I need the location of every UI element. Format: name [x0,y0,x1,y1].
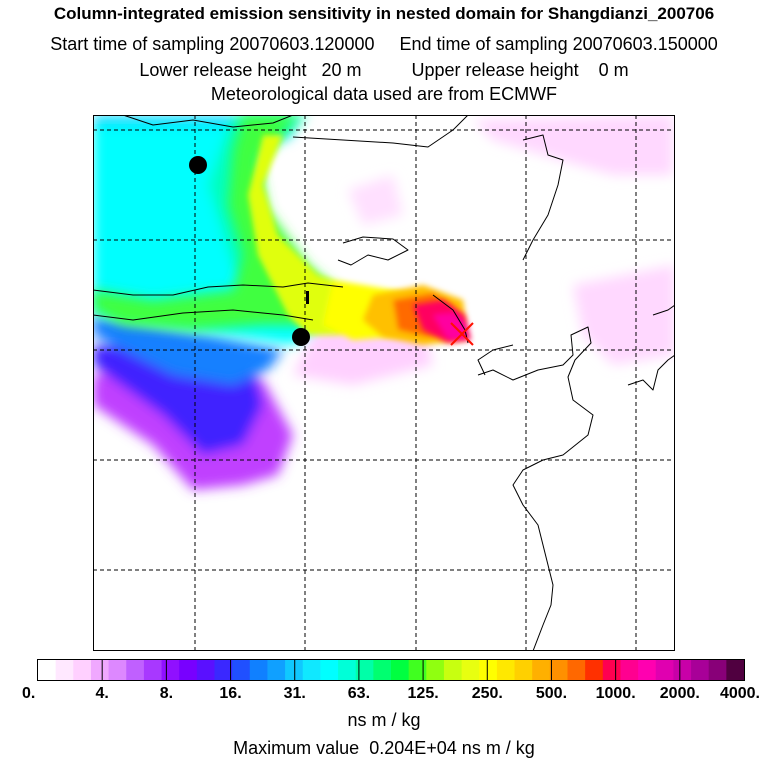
colorbar-swatch [232,660,251,680]
lat-lon-grid [93,115,675,651]
sampling-time-line: Start time of sampling 20070603.120000 E… [0,34,768,55]
colorbar-swatch [338,660,357,680]
colorbar-label: 31. [284,685,306,702]
colorbar-label: 8. [160,685,173,702]
colorbar-swatch [391,660,410,680]
colorbar-swatch [355,660,374,680]
start-label: Start time of sampling [50,34,225,54]
colorbar-swatch [585,660,604,680]
colorbar-swatch [108,660,127,680]
colorbar-swatches [38,660,745,680]
sensitivity-map [93,115,675,651]
colorbar-swatch [73,660,92,680]
colorbar-swatch [214,660,233,680]
colorbar-swatch [408,660,427,680]
colorbar-swatch [461,660,480,680]
colorbar-label: 2000. [660,685,700,702]
colorbar-label: 0. [22,685,35,702]
colorbar-swatch [602,660,622,680]
colorbar-labels: 0. 4. 8. 16. 31. 63. 125. 250. 500. 1000. 2000. 400… [22,685,760,702]
end-label: End time of sampling [399,34,568,54]
colorbar-units: ns m / kg [347,710,421,730]
colorbar-swatch [726,660,745,680]
release-site-x-icon [450,322,474,346]
colorbar-swatch [620,660,639,680]
colorbar-swatch [179,660,198,680]
colorbar-swatch [549,660,569,680]
colorbar-frame [37,659,745,681]
max-value: 0.204E+04 ns m / kg [369,738,535,758]
colorbar-swatch [90,660,110,680]
lower-label: Lower release height [139,60,307,80]
city-marker-south [292,328,310,346]
site-tick-mark [306,291,309,304]
upper-value: 0 m [598,60,629,80]
colorbar-label: 16. [219,685,241,702]
colorbar-swatch [302,660,321,680]
map-frame [93,115,675,651]
start-value: 20070603.120000 [229,34,375,54]
colorbar-swatch [655,660,674,680]
coastlines [93,115,675,651]
colorbar-swatch [38,660,57,680]
end-value: 20070603.150000 [572,34,718,54]
colorbar-swatch [532,660,551,680]
colorbar-swatch [479,660,498,680]
maximum-value-line: Maximum value 0.204E+04 ns m / kg [0,738,768,759]
colorbar-swatch [691,660,710,680]
colorbar-swatch [285,660,304,680]
release-height-line: Lower release height 20 m Upper release … [0,60,768,81]
colorbar-label: 4. [96,685,109,702]
colorbar-label: 63. [348,685,370,702]
colorbar-swatch [126,660,145,680]
colorbar-swatch [320,660,339,680]
colorbar-swatch [638,660,657,680]
met-data-line: Meteorological data used are from ECMWF [210,84,558,104]
lower-value: 20 m [321,60,362,80]
colorbar-label: 250. [472,685,503,702]
plume-blue-field [93,315,293,490]
colorbar-label: 125. [408,685,439,702]
colorbar-label: 4000. [720,685,760,702]
max-label: Maximum value [233,738,360,758]
upper-label: Upper release height [411,60,579,80]
city-marker-north [189,156,207,174]
colorbar-swatch [426,660,445,680]
colorbar-swatch [514,660,533,680]
colorbar-swatch [443,660,463,680]
colorbar-swatch [708,660,727,680]
plot-title: Column-integrated emission sensitivity i… [53,4,715,23]
colorbar-swatch [673,660,692,680]
colorbar-swatch [496,660,516,680]
colorbar-label: 1000. [596,685,636,702]
colorbar-swatch [373,660,392,680]
colorbar-swatch [567,660,586,680]
colorbar-ticks [101,660,681,680]
colorbar-swatch [161,660,180,680]
colorbar-swatch [196,660,216,680]
low-sensitivity-field [293,115,675,385]
colorbar: 0. 4. 8. 16. 31. 63. 125. 250. 500. 1000. 2000. 400… [22,659,760,702]
colorbar-swatch [143,660,163,680]
colorbar-label: 500. [536,685,567,702]
colorbar-swatch [267,660,286,680]
colorbar-swatch [249,660,269,680]
colorbar-swatch [55,660,74,680]
